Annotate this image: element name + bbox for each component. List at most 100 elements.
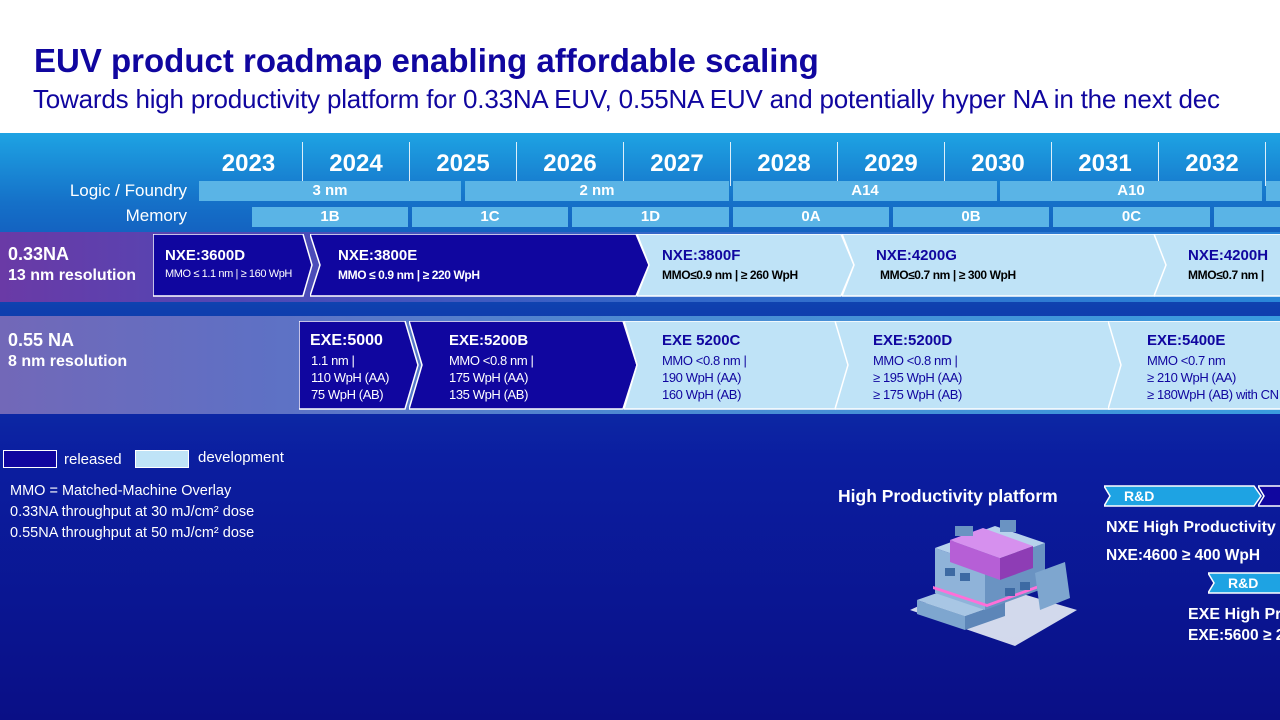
memory-node: 1C [412,207,568,227]
legend-released-swatch [3,450,57,468]
high-productivity-title: High Productivity platform [838,486,1058,506]
year-label: 2025 [409,142,516,186]
product-spec-line: 135 WpH (AB) [449,387,529,402]
product-spec-line: 110 WpH (AA) [311,370,390,385]
chevron-shape [409,321,638,410]
product-spec: MMO≤0.9 nm | ≥ 260 WpH [662,268,798,282]
product-nxe-4200g: NXE:4200G MMO≤0.7 nm | ≥ 300 WpH [842,234,1168,297]
memory-node: 1D [572,207,729,227]
product-spec-line: MMO <0.8 nm | [449,353,534,368]
logic-row-label: Logic / Foundry [69,181,187,200]
product-spec-line: 1.1 nm | [311,353,355,368]
memory-node: 1B [252,207,408,227]
rd-label: R&D [1124,488,1155,504]
roadmap-panel: 2023 2024 2025 2026 2027 2028 2029 2030 … [0,133,1280,720]
product-spec-line: ≥ 195 WpH (AA) [873,370,962,385]
year-label: 2023 [221,150,276,177]
nxe-high-productivity-label: NXE High Productivity [1106,519,1276,536]
chevron-shape [1258,485,1280,507]
chevron-shape [153,234,313,297]
product-nxe-3600d: NXE:3600D MMO ≤ 1.1 nm | ≥ 160 WpH [153,234,313,297]
chevron-shape [299,321,419,410]
rd-chevron-continuation [1258,485,1280,507]
logic-node-continuation [1266,181,1280,201]
logic-node: A14 [733,181,997,201]
chevron-shape [1154,234,1280,297]
product-nxe-4200h: NXE:4200H MMO≤0.7 nm | [1154,234,1280,297]
memory-node: 0B [893,207,1049,227]
footnote-033na: 0.33NA throughput at 30 mJ/cm² dose [10,504,255,520]
product-name: NXE:3800F [662,247,741,264]
product-name: NXE:4200G [876,247,957,264]
chevron-shape [1104,485,1262,507]
product-exe-5000: EXE:5000 1.1 nm | 110 WpH (AA) 75 WpH (A… [299,321,419,410]
year-label: 2029 [837,142,944,186]
logic-node: 3 nm [199,181,461,201]
year-label: 2030 [944,142,1051,186]
logic-node: 2 nm [465,181,729,201]
na033-title: 0.33NA [8,244,70,264]
year-divider [1265,142,1280,186]
footnote-055na: 0.55NA throughput at 50 mJ/cm² dose [10,525,255,541]
memory-row-label: Memory [125,206,187,225]
year-label: 2026 [516,142,623,186]
product-spec-line: MMO <0.7 nm [1147,353,1226,368]
legend-released-label: released [64,451,122,468]
na033-resolution: 13 nm resolution [8,267,137,284]
na055-resolution: 8 nm resolution [8,353,128,370]
year-label: 2027 [623,142,730,186]
product-spec-line: MMO <0.8 nm | [662,353,747,368]
product-spec-line: 75 WpH (AB) [311,387,384,402]
product-name: NXE:3600D [165,247,246,264]
legend-development-label: development [198,449,284,466]
year-label: 2031 [1051,142,1158,186]
legend-development-swatch [135,450,189,468]
product-spec-line: ≥ 175 WpH (AB) [873,387,962,402]
rd-chevron-exe: R&D [1208,572,1280,594]
product-name: EXE:5200B [449,332,529,349]
product-spec-line: 160 WpH (AB) [662,387,742,402]
footnote-mmo: MMO = Matched-Machine Overlay [10,483,232,499]
nxe-4600-spec: NXE:4600 ≥ 400 WpH [1106,547,1261,564]
rd-chevron: R&D [1104,485,1262,507]
product-name: EXE:5200D [873,332,953,349]
product-spec-line: MMO <0.8 nm | [873,353,958,368]
exe-5600-spec: EXE:5600 ≥ 2 [1188,627,1280,644]
chevron-shape [1208,572,1280,594]
product-name: EXE 5200C [662,332,741,349]
logic-node: A10 [1000,181,1262,201]
product-nxe-3800e: NXE:3800E MMO ≤ 0.9 nm | ≥ 220 WpH [310,234,650,297]
chevron-shape [1108,321,1280,410]
rd-label: R&D [1228,575,1259,591]
product-spec: MMO≤0.7 nm | [1188,268,1264,282]
year-label: 2028 [730,142,837,186]
product-spec: MMO≤0.7 nm | ≥ 300 WpH [880,268,1016,282]
product-exe-5400e: EXE:5400E MMO <0.7 nm ≥ 210 WpH (AA) ≥ 1… [1108,321,1280,410]
memory-node: 0A [733,207,889,227]
year-label: 2032 [1158,142,1265,186]
exe-high-productivity-label: EXE High Pr [1188,606,1280,623]
product-spec-line: ≥ 180WpH (AB) with CN [1147,387,1279,402]
na055-title: 0.55 NA [8,330,75,350]
chevron-shape [310,234,650,297]
product-spec-line: 190 WpH (AA) [662,370,742,385]
page-subtitle: Towards high productivity platform for 0… [33,84,1220,114]
memory-node-continuation [1214,207,1280,227]
product-name: EXE:5400E [1147,332,1226,349]
memory-node: 0C [1053,207,1210,227]
product-exe-5200c: EXE 5200C MMO <0.8 nm | 190 WpH (AA) 160… [624,321,850,410]
product-spec-line: 175 WpH (AA) [449,370,529,385]
product-name: NXE:4200H [1188,247,1269,264]
product-name: NXE:3800E [338,247,418,264]
product-spec: MMO ≤ 0.9 nm | ≥ 220 WpH [338,268,480,282]
product-exe-5200b: EXE:5200B MMO <0.8 nm | 175 WpH (AA) 135… [409,321,638,410]
chevron-shape [637,234,855,297]
product-name: EXE:5000 [310,332,383,349]
year-label: 2024 [302,142,409,186]
product-nxe-3800f: NXE:3800F MMO≤0.9 nm | ≥ 260 WpH [637,234,855,297]
chevron-shape [842,234,1168,297]
product-spec: MMO ≤ 1.1 nm | ≥ 160 WpH [165,268,292,280]
page-title: EUV product roadmap enabling affordable … [34,42,819,79]
product-spec-line: ≥ 210 WpH (AA) [1147,370,1236,385]
product-exe-5200d: EXE:5200D MMO <0.8 nm | ≥ 195 WpH (AA) ≥… [835,321,1125,410]
